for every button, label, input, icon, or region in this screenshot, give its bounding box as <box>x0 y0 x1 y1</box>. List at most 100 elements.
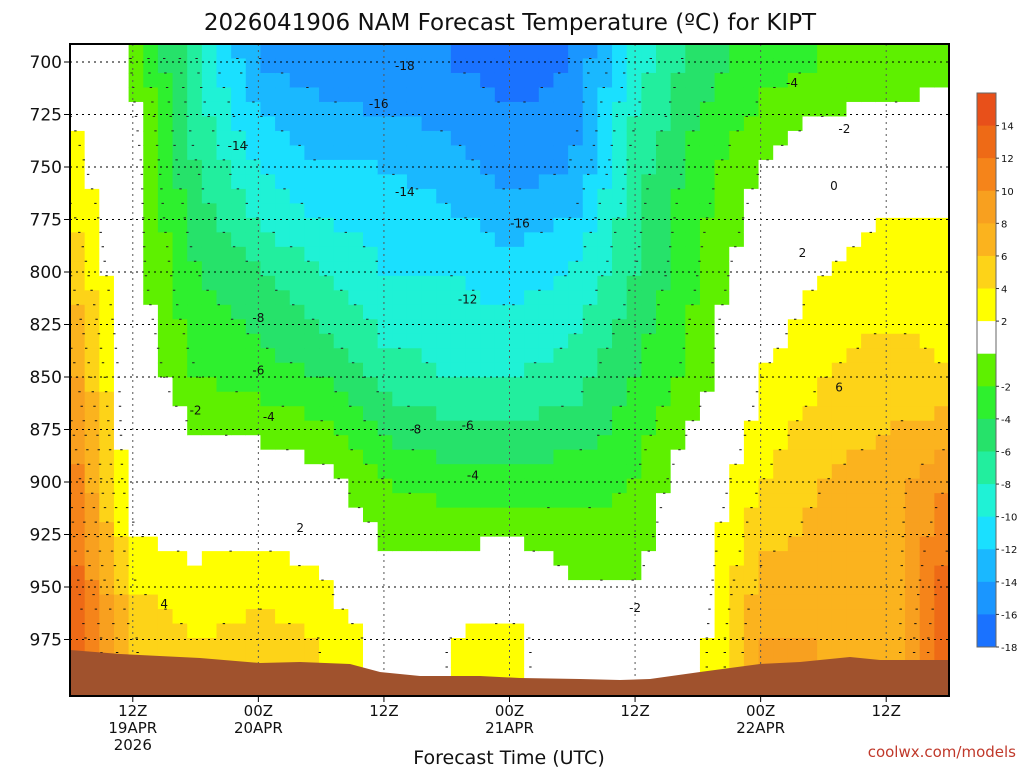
temperature-cell <box>406 652 423 668</box>
temperature-cell <box>172 638 188 654</box>
temperature-cell <box>84 522 100 538</box>
temperature-cell <box>143 319 159 335</box>
temperature-cell <box>392 232 408 248</box>
temperature-cell <box>861 435 877 451</box>
temperature-cell <box>553 116 569 132</box>
temperature-cell <box>333 188 349 204</box>
temperature-cell <box>802 536 818 552</box>
temperature-cell <box>714 551 730 567</box>
temperature-cell <box>582 522 598 538</box>
temperature-cell <box>656 159 672 175</box>
temperature-cell <box>582 72 598 89</box>
temperature-cell <box>729 362 745 378</box>
temperature-cell <box>275 130 291 147</box>
temperature-cell <box>480 232 496 248</box>
temperature-cell <box>817 594 833 610</box>
temperature-cell <box>670 377 686 393</box>
temperature-cell <box>201 406 218 422</box>
temperature-cell <box>333 594 349 610</box>
temperature-cell <box>172 449 188 465</box>
temperature-cell <box>699 377 716 393</box>
temperature-cell <box>143 435 159 451</box>
temperature-cell <box>612 304 628 320</box>
temperature-cell <box>363 333 379 349</box>
temperature-cell <box>480 493 496 509</box>
temperature-cell <box>436 435 452 451</box>
temperature-cell <box>538 232 555 248</box>
temperature-cell <box>480 116 496 132</box>
temperature-cell <box>128 188 144 204</box>
temperature-cell <box>919 420 935 436</box>
temperature-cell <box>905 203 921 219</box>
colorbar-swatch <box>977 484 996 518</box>
temperature-cell <box>758 594 774 610</box>
temperature-cell <box>216 44 232 60</box>
temperature-cell <box>875 478 891 494</box>
temperature-cell <box>128 145 144 161</box>
contour-label: -12 <box>458 292 478 306</box>
temperature-cell <box>670 232 686 248</box>
temperature-cell <box>773 362 789 378</box>
temperature-cell <box>714 203 730 219</box>
temperature-cell <box>802 319 818 335</box>
temperature-cell <box>494 536 511 552</box>
temperature-cell <box>773 116 789 132</box>
temperature-cell <box>524 435 540 451</box>
temperature-cell <box>787 58 804 74</box>
temperature-cell <box>172 565 188 581</box>
temperature-cell <box>494 638 511 654</box>
temperature-cell <box>553 652 569 668</box>
temperature-cell <box>201 130 218 147</box>
contour-label: -2 <box>838 122 850 136</box>
temperature-cell <box>919 87 935 103</box>
temperature-cell <box>480 87 496 103</box>
temperature-cell <box>363 377 379 393</box>
y-tick-label: 900 <box>30 473 62 493</box>
temperature-cell <box>743 478 760 494</box>
temperature-cell <box>260 551 276 567</box>
temperature-cell <box>699 464 716 480</box>
temperature-cell <box>421 304 437 320</box>
temperature-cell <box>568 261 584 277</box>
temperature-cell <box>143 44 159 60</box>
temperature-cell <box>99 87 115 103</box>
temperature-cell <box>275 623 291 639</box>
temperature-cell <box>480 377 496 393</box>
temperature-cell <box>729 464 745 480</box>
temperature-cell <box>626 565 642 581</box>
temperature-cell <box>685 319 701 335</box>
temperature-cell <box>875 44 891 60</box>
temperature-cell <box>568 464 584 480</box>
temperature-cell <box>670 536 686 552</box>
temperature-cell <box>875 493 891 509</box>
temperature-cell <box>84 304 100 320</box>
colorbar-label: 4 <box>1001 285 1007 296</box>
temperature-cell <box>758 406 774 422</box>
temperature-cell <box>260 101 276 118</box>
temperature-cell <box>597 536 613 552</box>
temperature-cell <box>157 493 174 509</box>
y-tick-label: 875 <box>30 421 62 441</box>
temperature-cell <box>406 565 423 581</box>
contour-label: -8 <box>409 423 421 437</box>
temperature-cell <box>787 493 804 509</box>
temperature-cell <box>70 348 86 364</box>
temperature-cell <box>817 507 833 523</box>
contour-label: -16 <box>369 97 389 111</box>
temperature-cell <box>773 464 789 480</box>
temperature-cell <box>392 362 408 378</box>
temperature-cell <box>84 145 100 161</box>
temperature-cell <box>421 493 437 509</box>
temperature-cell <box>846 333 862 349</box>
temperature-cell <box>187 174 203 190</box>
temperature-cell <box>480 159 496 175</box>
temperature-cell <box>421 130 437 147</box>
temperature-cell <box>817 536 833 552</box>
temperature-cell <box>831 536 848 552</box>
temperature-cell <box>245 246 262 262</box>
temperature-cell <box>333 420 349 436</box>
contour-label: 0 <box>830 179 838 193</box>
temperature-cell <box>509 101 525 118</box>
temperature-cell <box>377 623 393 639</box>
